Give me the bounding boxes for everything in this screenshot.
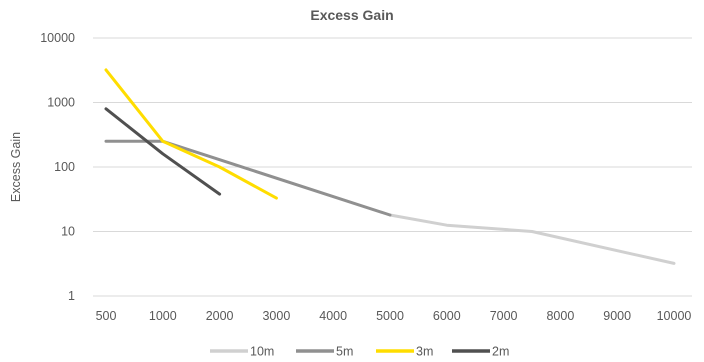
series-lines xyxy=(104,68,676,265)
x-tick-label-6000: 6000 xyxy=(433,309,461,323)
legend-label-3m: 3m xyxy=(416,345,433,359)
x-tick-label-8000: 8000 xyxy=(546,309,574,323)
y-tick-labels: 1 10 100 1000 10000 xyxy=(40,31,75,303)
y-tick-label-10000: 10000 xyxy=(40,31,75,45)
legend: 10m 5m 3m 2m xyxy=(210,345,509,359)
x-tick-label-1000: 1000 xyxy=(149,309,177,323)
series-line-5m xyxy=(104,139,392,217)
y-tick-label-1000: 1000 xyxy=(47,96,75,110)
x-tick-label-500: 500 xyxy=(96,309,117,323)
x-tick-label-4000: 4000 xyxy=(319,309,347,323)
grid-lines xyxy=(93,37,692,297)
legend-label-10m: 10m xyxy=(250,345,274,359)
x-tick-label-3000: 3000 xyxy=(262,309,290,323)
legend-label-5m: 5m xyxy=(336,345,353,359)
y-tick-label-1: 1 xyxy=(68,289,75,303)
x-tick-label-7000: 7000 xyxy=(490,309,518,323)
x-tick-label-2000: 2000 xyxy=(206,309,234,323)
x-tick-label-5000: 5000 xyxy=(376,309,404,323)
x-tick-labels: 500 1000 2000 3000 4000 5000 6000 7000 8000 9000 1… xyxy=(96,309,692,323)
series-line-3m xyxy=(104,68,278,200)
series-line-2m xyxy=(104,107,222,196)
legend-label-2m: 2m xyxy=(492,345,509,359)
x-tick-label-9000: 9000 xyxy=(603,309,631,323)
y-tick-label-10: 10 xyxy=(61,225,75,239)
chart-title: Excess Gain xyxy=(310,7,393,23)
y-axis-label: Excess Gain xyxy=(9,132,23,202)
series-line-10m xyxy=(388,213,676,265)
y-tick-label-100: 100 xyxy=(54,160,75,174)
x-tick-label-10000: 10000 xyxy=(657,309,692,323)
